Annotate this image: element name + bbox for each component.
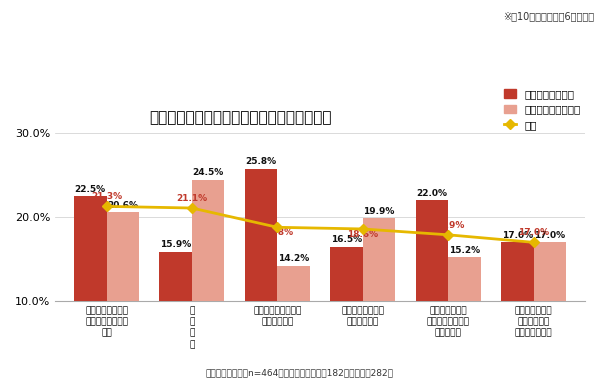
Text: 25.8%: 25.8%	[245, 157, 277, 166]
Text: 19.9%: 19.9%	[364, 207, 395, 216]
Legend: ペット保険加入者, ペット保険未加入者, 全体: ペット保険加入者, ペット保険未加入者, 全体	[500, 85, 585, 134]
Text: 21.3%: 21.3%	[91, 192, 122, 201]
Text: ※全10項目中、上位6項目抜粋: ※全10項目中、上位6項目抜粋	[503, 11, 594, 21]
Bar	[192, 180, 224, 301]
Text: 17.9%: 17.9%	[433, 221, 464, 230]
Bar	[74, 196, 107, 301]
Text: 22.0%: 22.0%	[416, 189, 448, 198]
Bar	[331, 247, 363, 301]
Text: 24.5%: 24.5%	[193, 168, 224, 177]
Bar	[501, 242, 534, 301]
Bar	[277, 266, 310, 301]
Text: 17.0%: 17.0%	[502, 231, 533, 240]
Text: 22.5%: 22.5%	[75, 185, 106, 194]
Bar	[160, 252, 192, 301]
Bar	[534, 242, 566, 301]
Text: （複数回答、全体n=464、ペット保険加入者182・未加入者282）: （複数回答、全体n=464、ペット保険加入者182・未加入者282）	[206, 368, 394, 377]
Text: 17.0%: 17.0%	[518, 228, 549, 237]
Text: 15.2%: 15.2%	[449, 246, 480, 255]
Text: 14.2%: 14.2%	[278, 254, 309, 263]
Bar	[448, 257, 481, 301]
Text: 15.9%: 15.9%	[160, 240, 191, 249]
Bar	[107, 212, 139, 301]
Text: 17.0%: 17.0%	[535, 231, 566, 240]
Title: 定期的に健康診断を受けていない理由（犬）: 定期的に健康診断を受けていない理由（犬）	[149, 110, 332, 125]
Bar	[245, 169, 277, 301]
Text: 20.6%: 20.6%	[107, 201, 138, 210]
Text: 18.6%: 18.6%	[347, 230, 379, 239]
Bar	[416, 200, 448, 301]
Text: 16.5%: 16.5%	[331, 235, 362, 244]
Bar	[363, 218, 395, 301]
Text: 18.8%: 18.8%	[262, 228, 293, 237]
Text: 21.1%: 21.1%	[176, 194, 208, 203]
